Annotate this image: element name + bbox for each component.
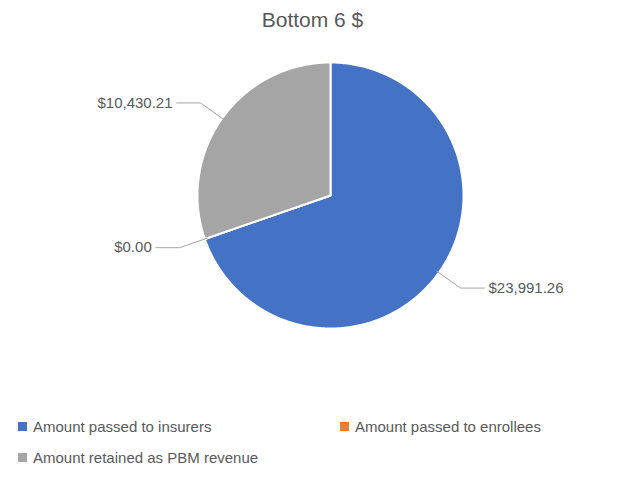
svg-text:$10,430.21: $10,430.21 [97, 94, 172, 111]
html-text:Amount passed to insurers: Amount passed to insurers [33, 418, 212, 435]
svg-text:$0.00: $0.00 [114, 238, 152, 255]
html-text:Amount retained as PBM revenue: Amount retained as PBM revenue [33, 449, 259, 466]
html-text:Amount passed to enrollees: Amount passed to enrollees [355, 418, 541, 435]
svg-text:$23,991.26: $23,991.26 [488, 279, 563, 296]
html-text:Bottom 6 $: Bottom 6 $ [261, 8, 364, 31]
